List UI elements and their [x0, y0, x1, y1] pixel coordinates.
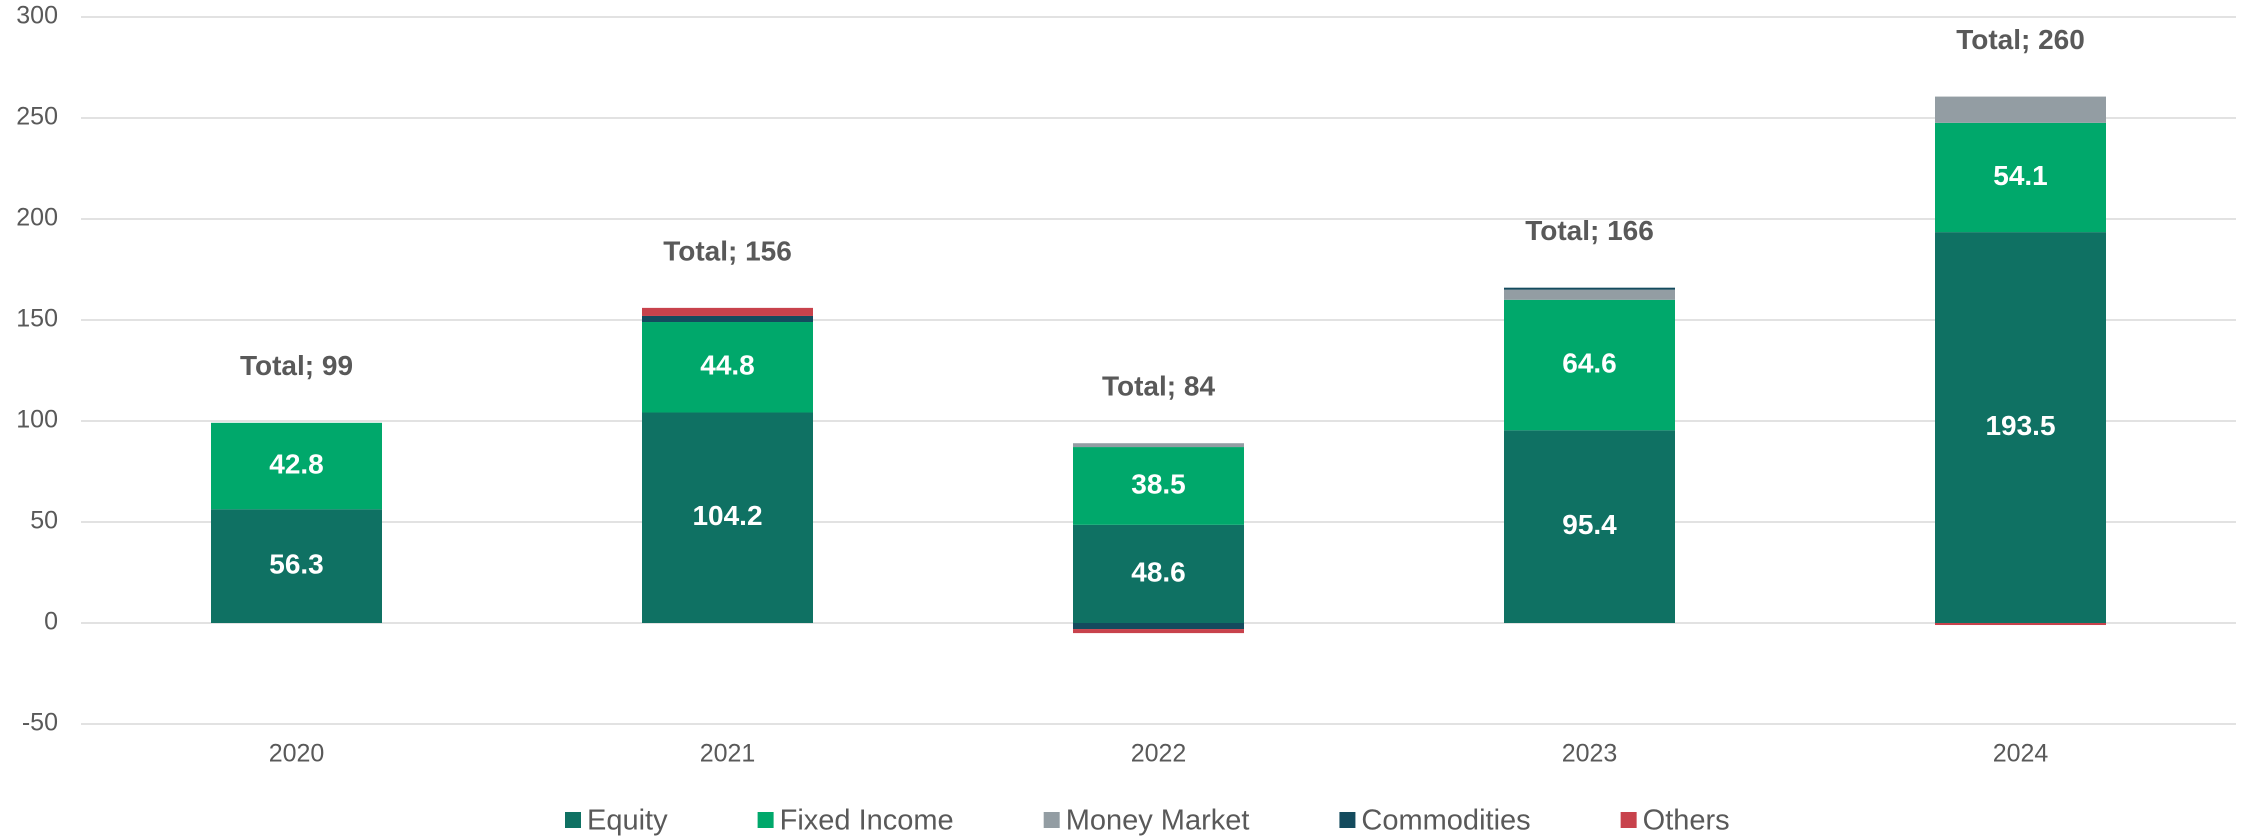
legend-swatch: [757, 812, 774, 828]
legend-swatch: [1339, 812, 1356, 828]
y-tick-label: 200: [16, 204, 58, 232]
data-label: 48.6: [1131, 556, 1186, 587]
total-label: Total; 99: [240, 350, 353, 381]
data-label: 42.8: [269, 448, 324, 479]
bar-segment: [1073, 524, 1244, 623]
bar-segment: [642, 315, 813, 323]
legend-label: Others: [1643, 805, 1730, 837]
bar-segment: [1073, 629, 1244, 634]
total-label: Total; 260: [1956, 24, 2085, 55]
x-tick-label: 2024: [1993, 740, 2049, 768]
data-label: 64.6: [1562, 347, 1617, 378]
data-label: 95.4: [1562, 509, 1617, 540]
bar-segment: [642, 412, 813, 623]
legend-label: Fixed Income: [780, 805, 954, 837]
x-tick-label: 2023: [1562, 740, 1618, 768]
data-label: 193.5: [1985, 410, 2055, 441]
bar-segment: [1504, 289, 1675, 300]
bar-segment: [211, 422, 382, 510]
data-label: 104.2: [692, 500, 762, 531]
y-tick-label: 100: [16, 406, 58, 434]
y-tick-label: 0: [44, 608, 58, 636]
bar-segment: [1935, 623, 2106, 626]
total-label: Total; 84: [1102, 371, 1215, 402]
bar-segment: [1073, 623, 1244, 630]
y-tick-label: 50: [30, 507, 58, 535]
legend-label: Equity: [587, 805, 668, 837]
y-tick-label: 150: [16, 305, 58, 333]
bar-segment: [1935, 232, 2106, 623]
total-label: Total; 156: [663, 235, 792, 266]
legend-label: Commodities: [1361, 805, 1530, 837]
bar-segment: [1073, 447, 1244, 525]
bar-segment: [642, 322, 813, 413]
data-label: 38.5: [1131, 468, 1186, 499]
y-tick-label: -50: [22, 709, 58, 737]
legend-label: Money Market: [1066, 805, 1250, 837]
total-label: Total; 166: [1525, 215, 1654, 246]
bar-segment: [1935, 96, 2106, 123]
data-label: 56.3: [269, 549, 324, 580]
bar-segment: [1073, 443, 1244, 448]
y-tick-label: 250: [16, 103, 58, 131]
y-tick-label: 300: [16, 2, 58, 30]
x-tick-label: 2020: [269, 740, 325, 768]
bar-segment: [211, 509, 382, 623]
legend-swatch: [1043, 812, 1060, 828]
bar-segment: [1504, 287, 1675, 290]
legend-swatch: [1620, 812, 1637, 828]
data-label: 44.8: [700, 350, 755, 381]
data-label: 54.1: [1993, 160, 2048, 191]
bar-segment: [1935, 122, 2106, 233]
bar-segment: [1504, 299, 1675, 431]
x-tick-label: 2022: [1131, 740, 1187, 768]
x-tick-label: 2021: [700, 740, 756, 768]
bar-segment: [1504, 430, 1675, 623]
bar-segment: [642, 307, 813, 316]
legend-swatch: [565, 812, 581, 828]
